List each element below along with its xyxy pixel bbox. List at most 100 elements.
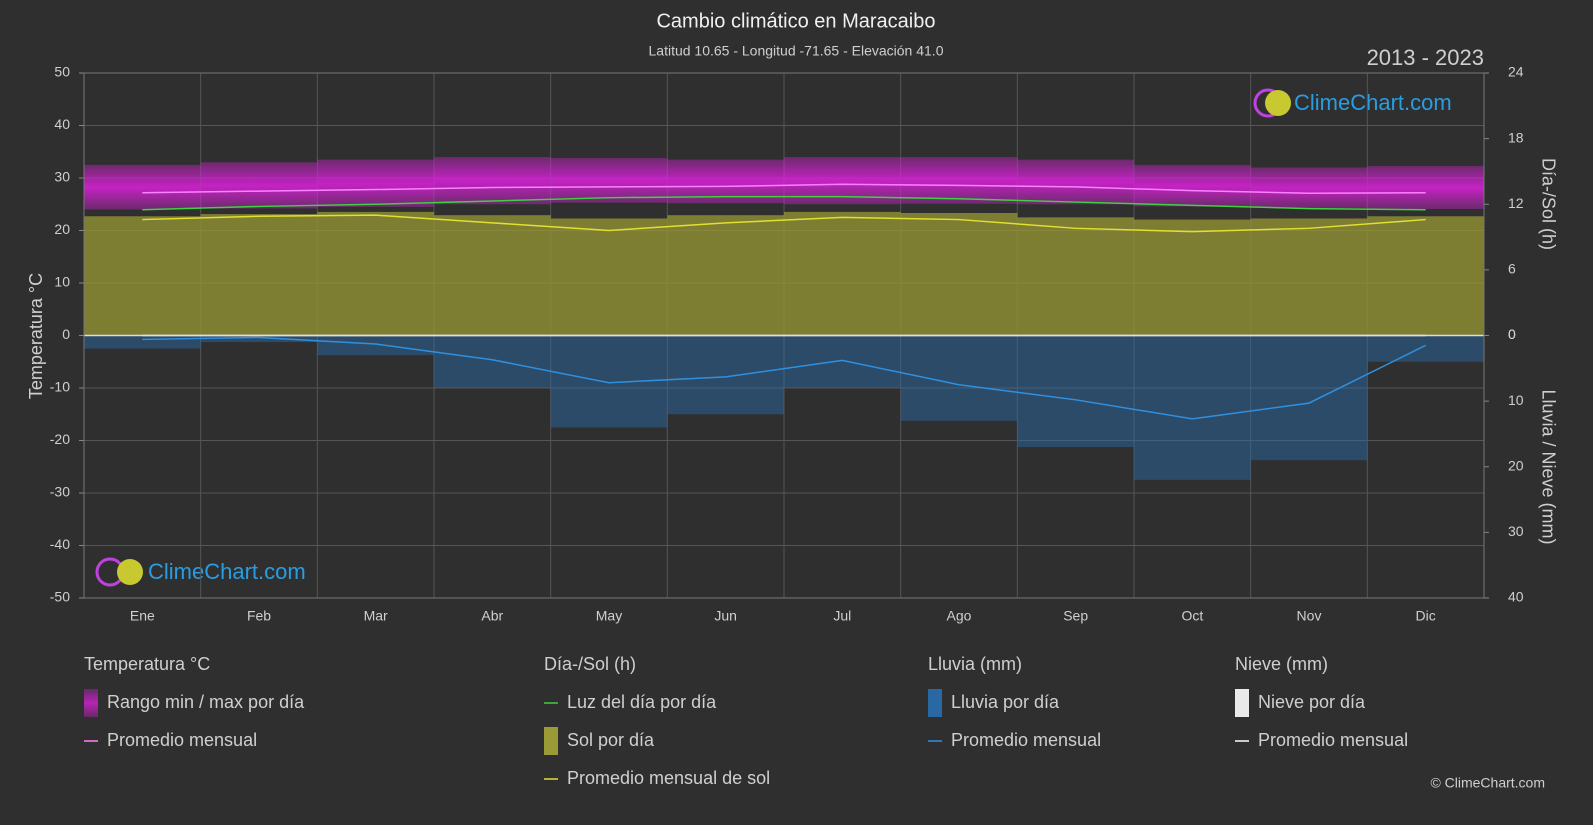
legend-item: Rango min / max por día <box>107 692 305 712</box>
y-tick-label: -30 <box>50 484 70 500</box>
sun-bar <box>434 215 551 336</box>
y-tick-label: 50 <box>54 64 70 80</box>
y-axis-title: Temperatura °C <box>26 273 46 399</box>
legend-item: Lluvia por día <box>951 692 1060 712</box>
y3-tick-label: 10 <box>1508 392 1524 408</box>
x-tick-label: Dic <box>1416 608 1436 624</box>
sun-bar <box>1017 217 1134 336</box>
y3-axis-title: Lluvia / Nieve (mm) <box>1538 389 1558 544</box>
precip-bar <box>1367 335 1484 362</box>
avg-line <box>142 214 1426 233</box>
x-tick-label: Abr <box>481 608 503 624</box>
temp-range <box>900 157 1018 204</box>
legend-swatch <box>544 727 558 755</box>
logo-text: ClimeChart.com <box>148 559 306 584</box>
sun-bar <box>900 213 1018 336</box>
precip-bar <box>1017 335 1134 448</box>
avg-line <box>142 195 1426 211</box>
sun-bar <box>200 214 318 336</box>
sun-bar <box>784 211 901 336</box>
legend-item: Promedio mensual <box>107 730 257 750</box>
y-tick-label: -10 <box>50 379 70 395</box>
logo-sun <box>117 559 143 585</box>
temp-range <box>84 164 201 210</box>
chart-title: Cambio climático en Maracaibo <box>656 10 935 32</box>
temp-range <box>550 158 668 203</box>
avg-line <box>142 336 1426 420</box>
y2-tick-label: 6 <box>1508 261 1516 277</box>
precip-bar <box>900 335 1018 421</box>
plot-area: -50-40-30-20-100102030405006121824010203… <box>50 64 1524 624</box>
temp-range <box>1134 164 1251 207</box>
x-tick-label: Ago <box>947 608 972 624</box>
x-tick-label: Feb <box>247 608 271 624</box>
temp-range <box>1250 167 1368 208</box>
y3-tick-label: 20 <box>1508 457 1524 473</box>
precip-bar <box>84 335 201 349</box>
legend-group-title: Día-/Sol (h) <box>544 654 636 674</box>
y3-tick-label: 30 <box>1508 523 1524 539</box>
chart-subtitle: Latitud 10.65 - Longitud -71.65 - Elevac… <box>649 43 944 59</box>
legend-swatch <box>928 689 942 717</box>
sun-bar <box>550 218 668 336</box>
legend-item: Sol por día <box>567 730 655 750</box>
y-tick-label: 10 <box>54 274 70 290</box>
legend-swatch <box>84 689 98 717</box>
y-tick-label: 40 <box>54 116 70 132</box>
y-tick-label: 20 <box>54 221 70 237</box>
copyright: © ClimeChart.com <box>1430 775 1545 791</box>
legend-swatch <box>1235 689 1249 717</box>
precip-bar <box>550 335 668 428</box>
logo-sun <box>1265 90 1291 116</box>
y3-tick-label: 0 <box>1508 326 1516 342</box>
precip-bar <box>1250 335 1368 461</box>
sun-bar <box>84 216 201 336</box>
x-tick-label: Jul <box>833 608 851 624</box>
y2-tick-label: 24 <box>1508 64 1524 80</box>
y-tick-label: -40 <box>50 536 70 552</box>
avg-line <box>142 183 1426 194</box>
temp-range <box>434 157 551 205</box>
x-tick-label: Ene <box>130 608 155 624</box>
y2-axis-title: Día-/Sol (h) <box>1538 158 1558 250</box>
x-tick-label: May <box>596 608 622 624</box>
y-tick-label: 0 <box>62 326 70 342</box>
legend-group-title: Nieve (mm) <box>1235 654 1328 674</box>
x-tick-label: Oct <box>1181 608 1203 624</box>
y2-tick-label: 18 <box>1508 129 1524 145</box>
x-tick-label: Mar <box>364 608 388 624</box>
sun-bar <box>1367 216 1484 336</box>
period: 2013 - 2023 <box>1367 45 1484 70</box>
logo-text: ClimeChart.com <box>1294 90 1452 115</box>
sun-bar <box>667 215 784 336</box>
temp-range <box>317 159 434 207</box>
temp-range <box>1017 159 1134 205</box>
logo-top: ClimeChart.com <box>1253 88 1452 118</box>
y3-tick-label: 40 <box>1508 589 1524 605</box>
legend-item: Luz del día por día <box>567 692 717 712</box>
x-tick-label: Nov <box>1297 608 1322 624</box>
precip-bar <box>200 335 318 343</box>
sun-bar <box>1134 219 1251 336</box>
legend-group-title: Temperatura °C <box>84 654 210 674</box>
y-tick-label: -20 <box>50 431 70 447</box>
precip-bar <box>667 335 784 415</box>
logo-bottom: ClimeChart.com <box>95 557 306 587</box>
sun-bar <box>317 211 434 336</box>
precip-bar <box>784 335 901 388</box>
legend-item: Promedio mensual <box>951 730 1101 750</box>
y2-tick-label: 0 <box>1508 326 1516 342</box>
y-tick-label: 30 <box>54 169 70 185</box>
x-tick-label: Jun <box>714 608 737 624</box>
legend-group-title: Lluvia (mm) <box>928 654 1022 674</box>
precip-bar <box>317 335 434 356</box>
y-tick-label: -50 <box>50 589 70 605</box>
precip-bar <box>1134 335 1251 480</box>
x-tick-label: Sep <box>1063 608 1088 624</box>
temp-range <box>1367 165 1484 209</box>
legend: Temperatura °C Rango min / max por día Pro… <box>84 654 1408 788</box>
legend-item: Promedio mensual <box>1258 730 1408 750</box>
sun-bar <box>1250 218 1368 336</box>
